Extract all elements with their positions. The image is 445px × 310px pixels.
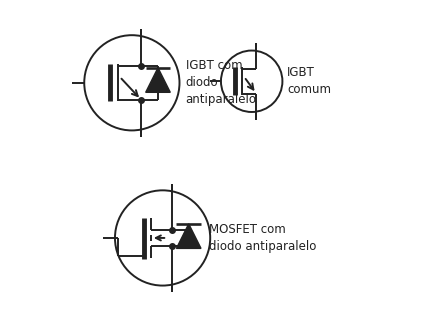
Text: IGBT com
diodo
antiparalelo: IGBT com diodo antiparalelo [186, 59, 257, 106]
Text: MOSFET com
diodo antiparalelo: MOSFET com diodo antiparalelo [209, 223, 316, 253]
Polygon shape [146, 68, 170, 92]
Text: IGBT
comum: IGBT comum [287, 66, 331, 96]
Polygon shape [176, 224, 201, 248]
